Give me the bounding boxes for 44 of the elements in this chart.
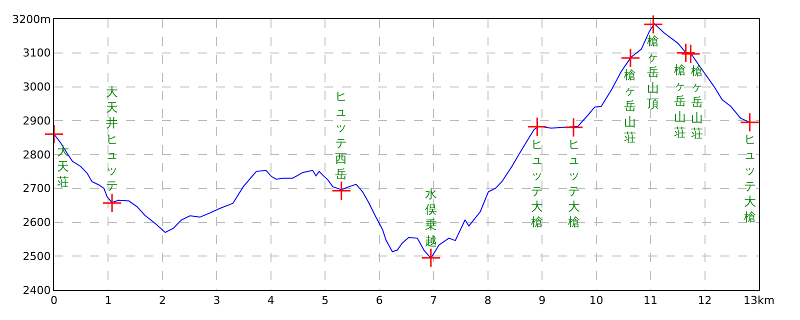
point <box>740 112 760 132</box>
x-tick-label: 8 <box>484 294 492 308</box>
y-tick-label: 3000 <box>22 80 51 94</box>
point <box>620 48 640 68</box>
x-tick-label: 0 <box>50 294 58 308</box>
annotation: 槍ヶ岳山荘 <box>624 68 636 144</box>
annotation: 槍ヶ岳山荘 <box>674 63 686 140</box>
annotation: ヒュッテ大槍 <box>568 137 580 229</box>
y-tick-label: 3100 <box>22 46 51 60</box>
point <box>564 118 584 138</box>
x-tick-label: 5 <box>322 294 329 308</box>
point <box>676 43 696 63</box>
point <box>102 193 122 213</box>
y-tick-label: 2500 <box>22 250 51 263</box>
y-tick-label: 2900 <box>22 114 51 128</box>
annotation: ヒュッテ西岳 <box>335 89 347 181</box>
point <box>527 116 548 137</box>
y-tick-label: 2600 <box>22 216 51 230</box>
x-tick-label: 13km <box>743 294 775 308</box>
x-tick-label: 1 <box>104 294 112 308</box>
y-tick-label: 3200m <box>12 12 51 26</box>
x-tick-label: 2 <box>158 294 166 308</box>
point <box>421 248 441 268</box>
x-tick-label: 11 <box>644 294 658 308</box>
point <box>643 14 664 34</box>
y-tick-label: 2400 <box>22 284 51 297</box>
y-tick-label: 2800 <box>22 148 51 162</box>
point <box>44 124 64 144</box>
y-tick-label: 2700 <box>22 182 51 196</box>
point <box>680 44 701 64</box>
annotation: ヒュッテ大槍 <box>531 137 543 229</box>
annotation: ヒュッテ大槍 <box>744 132 756 224</box>
annotation: 水俣乗越 <box>425 187 437 248</box>
x-tick-label: 4 <box>267 294 274 308</box>
x-tick-label: 6 <box>376 294 383 308</box>
x-tick-label: 9 <box>538 294 546 308</box>
x-tick-label: 12 <box>698 294 712 308</box>
point <box>332 180 352 201</box>
x-tick-label: 7 <box>430 294 438 308</box>
x-tick-label: 10 <box>589 294 604 308</box>
x-tick-label: 3 <box>213 294 220 308</box>
annotation: 槍ヶ岳山荘 <box>691 64 703 140</box>
annotation: 槍ヶ岳山頂 <box>647 34 659 110</box>
annotation: 大天井ヒュッテ <box>106 85 118 193</box>
